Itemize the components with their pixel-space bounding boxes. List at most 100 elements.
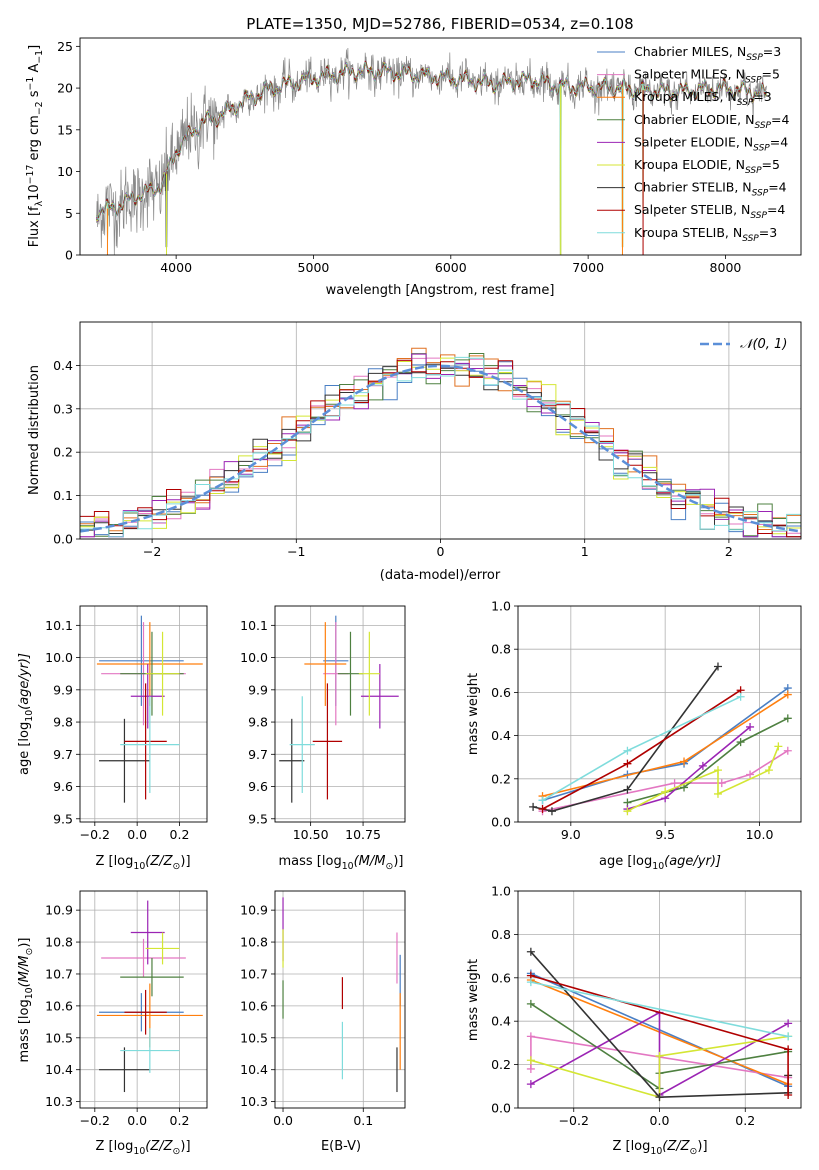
weight-marker (764, 766, 773, 775)
y-tick-label: 10.3 (240, 1094, 268, 1109)
y-tick-label: 9.8 (53, 715, 73, 730)
y-tick-label: 0.0 (491, 815, 511, 830)
y-tick-label: 10.5 (240, 1030, 268, 1045)
x-axis-label: E(B-V) (321, 1139, 361, 1154)
y-tick-label: 10.7 (45, 966, 73, 981)
weight-marker (655, 1051, 664, 1060)
x-tick-label: 0.1 (353, 1113, 373, 1128)
x-tick-label: −1 (287, 544, 305, 559)
weight-marker (661, 787, 670, 796)
y-tick-label: 0.2 (491, 1057, 511, 1072)
panel-mass_vs_EBV: 0.0 0.1 10.3 10.4 10.5 10.6 10.7 10.8 10.9 E(B-V) (240, 890, 406, 1154)
x-tick-label: −2 (143, 544, 161, 559)
weight-marker (717, 779, 726, 788)
y-tick-label: 0.4 (491, 728, 511, 743)
x-tick-label: 7000 (572, 260, 604, 275)
weight-marker (538, 805, 547, 814)
weight-line (530, 981, 789, 1038)
x-tick-label: 0.0 (650, 1113, 670, 1128)
y-tick-label: 10 (57, 164, 73, 179)
weight-marker (713, 662, 722, 671)
x-axis-label: wavelength [Angstrom, rest frame] (326, 283, 555, 298)
y-tick-label: 0.8 (491, 642, 511, 657)
legend-label: 𝒩(0, 1) (740, 337, 787, 352)
y-tick-label: 15 (57, 122, 73, 137)
x-axis-label: (data-model)/error (380, 568, 501, 583)
y-tick-label: 0.6 (491, 685, 511, 700)
y-tick-label: 0.6 (491, 970, 511, 985)
y-tick-label: 10.0 (240, 650, 268, 665)
y-tick-label: 5 (65, 206, 73, 221)
y-tick-label: 10.8 (240, 935, 268, 950)
y-tick-label: 9.7 (248, 747, 268, 762)
y-tick-label: 9.9 (248, 682, 268, 697)
weight-marker (783, 746, 792, 755)
panel-mass_weight_vs_Z: −0.2 0.0 0.2 0.0 0.2 0.4 0.6 0.8 1.0 Z [log10(Z/Z… (466, 884, 802, 1157)
legend-label: Kroupa STELIB, NSSP=3 (634, 225, 777, 244)
weight-marker (526, 999, 535, 1008)
weight-marker (774, 742, 783, 751)
x-tick-label: 8000 (710, 260, 742, 275)
y-tick-label: 10.4 (240, 1062, 268, 1077)
weight-line (530, 1035, 789, 1099)
y-tick-label: 10.1 (45, 618, 73, 633)
x-tick-label: 5000 (298, 260, 330, 275)
weight-marker (547, 807, 556, 816)
legend-label: Kroupa ELODIE, NSSP=5 (634, 157, 780, 176)
y-tick-label: 0.4 (491, 1014, 511, 1029)
weight-marker (526, 1032, 535, 1041)
panel-residuals: −2 −1 0 1 2 0.0 0.1 0.2 0.3 0.4 𝒩(0, 1) (data-model… (27, 321, 802, 583)
figure-title: PLATE=1350, MJD=52786, FIBERID=0534, z=0… (246, 15, 633, 33)
x-tick-label: 0.0 (127, 827, 147, 842)
weight-marker (526, 1056, 535, 1065)
axes-frame (79, 890, 208, 1109)
x-tick-label: −0.2 (80, 827, 110, 842)
x-tick-label: 0.2 (170, 1113, 190, 1128)
y-axis-label: Flux [fλ10−17 erg cm−2 s−1 A−1] (25, 45, 45, 247)
y-tick-label: 9.8 (248, 715, 268, 730)
x-tick-label: 0.0 (273, 1113, 293, 1128)
y-tick-label: 0.3 (53, 401, 73, 416)
x-tick-label: 9.5 (655, 827, 675, 842)
x-tick-label: 0.0 (127, 1113, 147, 1128)
y-tick-label: 0.0 (53, 532, 73, 547)
y-tick-label: 10.8 (45, 935, 73, 950)
y-tick-label: 10.9 (45, 903, 73, 918)
x-tick-label: 10.75 (345, 827, 381, 842)
axes-frame (79, 37, 802, 256)
axes-frame (79, 321, 802, 540)
x-tick-label: 2 (725, 544, 733, 559)
weight-marker (713, 789, 722, 798)
weight-line (627, 726, 751, 810)
weight-marker (529, 802, 538, 811)
x-tick-label: 10.50 (293, 827, 329, 842)
weight-marker (746, 770, 755, 779)
weight-marker (698, 761, 707, 770)
panel-mass_weight_vs_age: 9.0 9.5 10.0 0.0 0.2 0.4 0.6 0.8 1.0 age [log10(a… (466, 599, 802, 872)
legend-label: Salpeter MILES, NSSP=5 (634, 67, 780, 86)
y-tick-label: 9.7 (53, 747, 73, 762)
y-tick-label: 9.9 (53, 682, 73, 697)
x-axis-label: age [log10(age/yr)] (599, 854, 721, 872)
weight-line (627, 717, 789, 804)
y-tick-label: 9.6 (248, 779, 268, 794)
panel-age_vs_Z: −0.2 0.0 0.2 9.5 9.6 9.7 9.8 9.9 10.0 10.1 Z [log1… (17, 605, 208, 872)
weight-marker (526, 1080, 535, 1089)
weight-marker (526, 1064, 535, 1073)
y-tick-label: 9.5 (53, 811, 73, 826)
panel-age_vs_mass: 10.50 10.75 9.5 9.6 9.7 9.8 9.9 10.0 10.1 mass [l… (240, 605, 406, 872)
y-axis-label: Normed distribution (27, 365, 42, 495)
weight-marker (680, 757, 689, 766)
x-tick-label: 10.0 (746, 827, 774, 842)
y-tick-label: 10.5 (45, 1030, 73, 1045)
y-axis-label: mass weight (466, 673, 481, 755)
weight-marker (713, 766, 722, 775)
y-tick-label: 10.0 (45, 650, 73, 665)
x-axis-label: Z [log10(Z/Z⊙)] (95, 1139, 190, 1157)
weight-marker (526, 947, 535, 956)
legend-label: Kroupa MILES, NSSP=3 (634, 89, 772, 108)
spectrum-model-line (96, 61, 767, 255)
x-tick-label: 1 (581, 544, 589, 559)
weight-marker (623, 807, 632, 816)
weight-marker (784, 1032, 793, 1041)
